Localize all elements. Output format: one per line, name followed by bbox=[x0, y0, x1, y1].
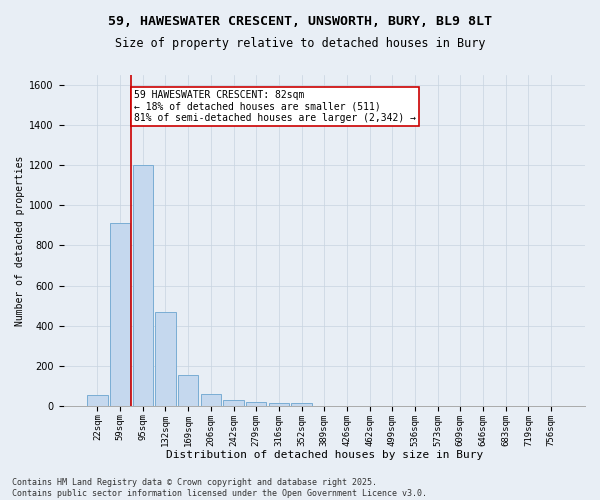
Text: 59 HAWESWATER CRESCENT: 82sqm
← 18% of detached houses are smaller (511)
81% of : 59 HAWESWATER CRESCENT: 82sqm ← 18% of d… bbox=[134, 90, 416, 123]
Bar bbox=[155, 312, 176, 406]
Text: Contains HM Land Registry data © Crown copyright and database right 2025.
Contai: Contains HM Land Registry data © Crown c… bbox=[12, 478, 427, 498]
Text: 59, HAWESWATER CRESCENT, UNSWORTH, BURY, BL9 8LT: 59, HAWESWATER CRESCENT, UNSWORTH, BURY,… bbox=[108, 15, 492, 28]
Bar bbox=[200, 394, 221, 406]
Bar bbox=[133, 166, 153, 406]
Bar bbox=[87, 395, 107, 406]
Bar bbox=[269, 403, 289, 406]
Bar bbox=[246, 402, 266, 406]
Bar bbox=[178, 375, 199, 406]
Bar bbox=[292, 403, 312, 406]
Text: Size of property relative to detached houses in Bury: Size of property relative to detached ho… bbox=[115, 38, 485, 51]
X-axis label: Distribution of detached houses by size in Bury: Distribution of detached houses by size … bbox=[166, 450, 483, 460]
Bar bbox=[110, 224, 130, 406]
Y-axis label: Number of detached properties: Number of detached properties bbox=[15, 156, 25, 326]
Bar bbox=[223, 400, 244, 406]
